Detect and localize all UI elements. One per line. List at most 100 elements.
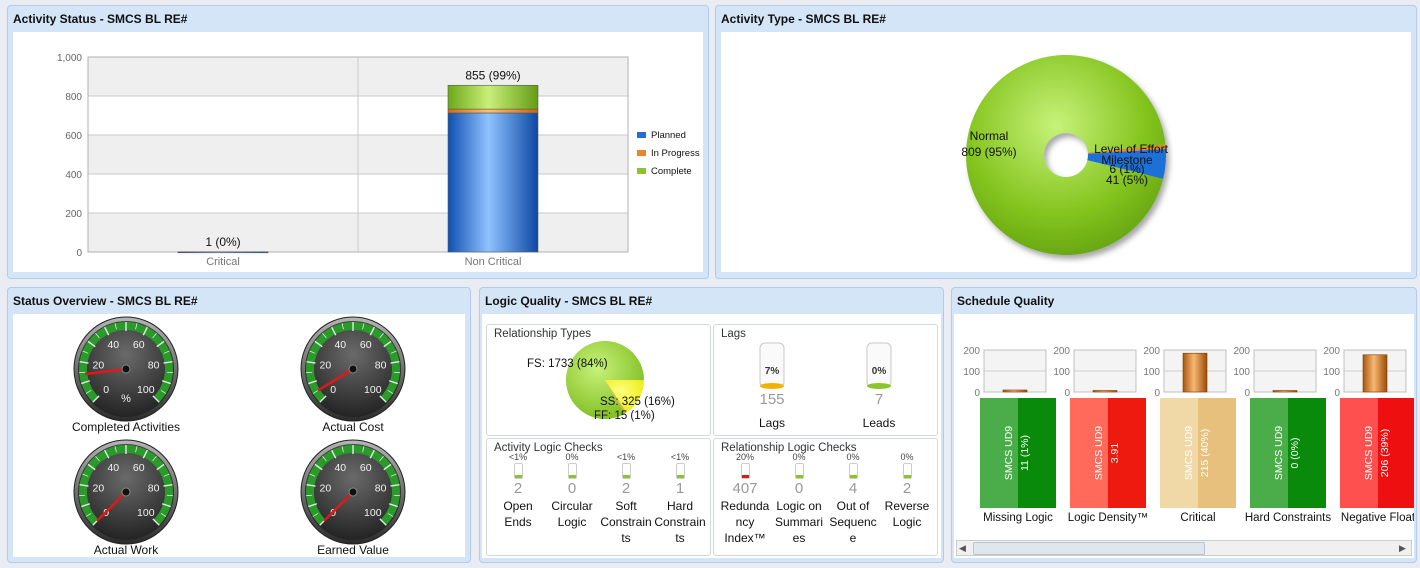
bar-segment-in-progress[interactable] xyxy=(447,108,539,114)
donut-slice-milestone[interactable] xyxy=(1087,149,1166,179)
slice-name-loe: Level of Effort xyxy=(1094,142,1168,156)
gauge-tick-label: 100 xyxy=(364,384,382,396)
gauge-needle xyxy=(323,490,355,522)
bar-data-label: 1 (0%) xyxy=(205,235,240,249)
sq-y-tick: 200 xyxy=(963,346,980,357)
lag-count: 7 xyxy=(875,391,883,408)
activity-type-title: Activity Type - SMCS BL RE# xyxy=(721,12,886,26)
gauge-tick-label: 0 xyxy=(330,384,336,396)
y-tick-label: 0 xyxy=(76,248,82,259)
check-count: 0 xyxy=(794,480,804,497)
gauge-tick-label: 20 xyxy=(320,360,332,372)
schedule-quality-body: 0 100 200 SMCS UD9 11 (1%) Missing Logic 0 100 2… xyxy=(954,314,1414,558)
sq-y-tick: 100 xyxy=(1233,367,1250,378)
sq-y-tick: 100 xyxy=(1143,367,1160,378)
sq-value-label: 11 (1%) xyxy=(1019,435,1031,471)
sq-metric-hard-constraints[interactable]: 0 100 200 SMCS UD9 0 (0%) Hard Constraints xyxy=(1233,346,1331,524)
activity-status-title: Activity Status - SMCS BL RE# xyxy=(13,12,188,26)
sq-y-tick: 0 xyxy=(1334,388,1340,399)
sq-metric-name: Hard Constraints xyxy=(1245,512,1332,524)
check-pct: 0% xyxy=(846,452,860,462)
sq-tag: SMCS UD9 xyxy=(1363,426,1375,480)
bar-segment-complete[interactable] xyxy=(447,84,539,110)
gauge-needle xyxy=(96,490,128,522)
check-item-soft-constraints[interactable]: <1% 2 Soft Constraints xyxy=(599,452,653,546)
sq-bar xyxy=(1182,352,1208,393)
gauge-label-actual-work: Actual Work xyxy=(93,543,159,557)
schedule-quality-scrollbar[interactable]: ◀ ▶ xyxy=(956,540,1412,556)
sq-y-tick: 100 xyxy=(1053,367,1070,378)
lag-name: Leads xyxy=(863,416,896,430)
donut-slice-level-of-effort[interactable] xyxy=(1087,144,1166,154)
pie-slice-ss[interactable] xyxy=(605,380,644,413)
check-item-redundancy-index-[interactable]: 20% 407 Redundancy Index™ xyxy=(718,452,772,546)
check-item-reverse-logic[interactable]: 0% 2 Reverse Logic xyxy=(880,452,934,530)
y-tick-label: 200 xyxy=(65,209,82,220)
check-name: Open Ends xyxy=(503,499,533,529)
check-name: Soft Constraints xyxy=(600,499,652,545)
check-bar xyxy=(567,463,577,479)
sq-metric-critical[interactable]: 0 100 200 SMCS UD9 215 (40%) Critical xyxy=(1143,346,1236,524)
y-tick-label: 1,000 xyxy=(57,53,82,64)
sq-metric-missing-logic[interactable]: 0 100 200 SMCS UD9 11 (1%) Missing Logic xyxy=(963,346,1056,524)
slice-label-milestone: 41 (5%) xyxy=(1106,173,1148,187)
bar-segment-planned[interactable] xyxy=(447,112,539,253)
sq-metric-name: Logic Density™ xyxy=(1068,512,1149,524)
schedule-quality-chart: 0 100 200 SMCS UD9 11 (1%) Missing Logic 0 100 2… xyxy=(963,346,1414,524)
gauge-tick-label: 80 xyxy=(148,360,160,372)
sq-y-tick: 200 xyxy=(1053,346,1070,357)
check-pct: <1% xyxy=(616,452,636,462)
scroll-left-arrow[interactable]: ◀ xyxy=(959,543,966,553)
legend-label: Planned xyxy=(651,130,686,141)
scroll-thumb[interactable] xyxy=(973,542,1205,555)
sq-metric-logic-density-[interactable]: 0 100 200 SMCS UD9 3.91 Logic Density™ xyxy=(1053,346,1148,524)
scroll-right-arrow[interactable]: ▶ xyxy=(1399,543,1406,553)
check-bar xyxy=(740,463,750,479)
pie-slice-fs[interactable] xyxy=(566,341,644,419)
check-item-circular-logic[interactable]: 0% 0 Circular Logic xyxy=(545,452,599,530)
check-item-open-ends[interactable]: <1% 2 Open Ends xyxy=(491,452,545,530)
slice-label-fs: FS: 1733 (84%) xyxy=(527,358,608,370)
check-count: 407 xyxy=(732,480,758,497)
check-pct: 0% xyxy=(900,452,914,462)
gauge-unit: % xyxy=(121,393,131,405)
check-item-hard-constraints[interactable]: <1% 1 Hard Constraints xyxy=(653,452,707,546)
check-pct: 0% xyxy=(792,452,806,462)
logic-quality-body: Relationship Types FS: 1733 (84%) SS: 325… xyxy=(482,314,941,558)
gauge-tick-label: 60 xyxy=(360,462,372,474)
gauge-tick-label: 80 xyxy=(375,360,387,372)
gauge-tick-label: 100 xyxy=(364,507,382,519)
donut-slice-normal[interactable] xyxy=(966,55,1166,256)
gauge-tick-label: 80 xyxy=(148,483,160,495)
sq-value-label: 0 (0%) xyxy=(1289,438,1301,469)
status-overview-gauges: 020406080100%020406080100020406080100020… xyxy=(73,316,406,545)
sq-y-tick: 100 xyxy=(1323,367,1340,378)
check-pct: 0% xyxy=(565,452,579,462)
sq-tag: SMCS UD9 xyxy=(1093,426,1105,480)
donut-group xyxy=(966,55,1166,256)
check-count: 0 xyxy=(567,480,577,497)
gauge-label-actual-cost: Actual Cost xyxy=(322,420,384,434)
gauge-label-completed-activities: Completed Activities xyxy=(71,420,181,434)
gauge-tick-label: 60 xyxy=(360,339,372,351)
check-count: 2 xyxy=(621,480,631,497)
sq-metric-negative-float[interactable]: 0 100 200 SMCS UD9 206 (39%) Negative Float xyxy=(1323,346,1414,524)
check-item-out-of-sequence[interactable]: 0% 4 Out of Sequence xyxy=(826,452,880,546)
y-tick-label: 400 xyxy=(65,170,82,181)
gauge-tick-label: 60 xyxy=(133,339,145,351)
check-bar xyxy=(675,463,685,479)
legend-label: Complete xyxy=(651,166,692,177)
gauge-needle xyxy=(317,367,355,392)
sq-bar xyxy=(1272,390,1298,393)
check-name: Redundancy Index™ xyxy=(720,499,770,545)
y-tick-label: 600 xyxy=(65,131,82,142)
bar-segment-planned[interactable] xyxy=(177,251,269,254)
activity-logic-checks-title: Activity Logic Checks xyxy=(494,442,603,454)
check-bar-fill xyxy=(795,475,803,478)
check-bar-fill xyxy=(849,475,857,478)
check-item-logic-on-summaries[interactable]: 0% 0 Logic on Summaries xyxy=(772,452,826,546)
logic-quality-panel: Logic Quality - SMCS BL RE# Relationship… xyxy=(479,287,944,563)
pie-slice-ff[interactable] xyxy=(605,380,627,414)
